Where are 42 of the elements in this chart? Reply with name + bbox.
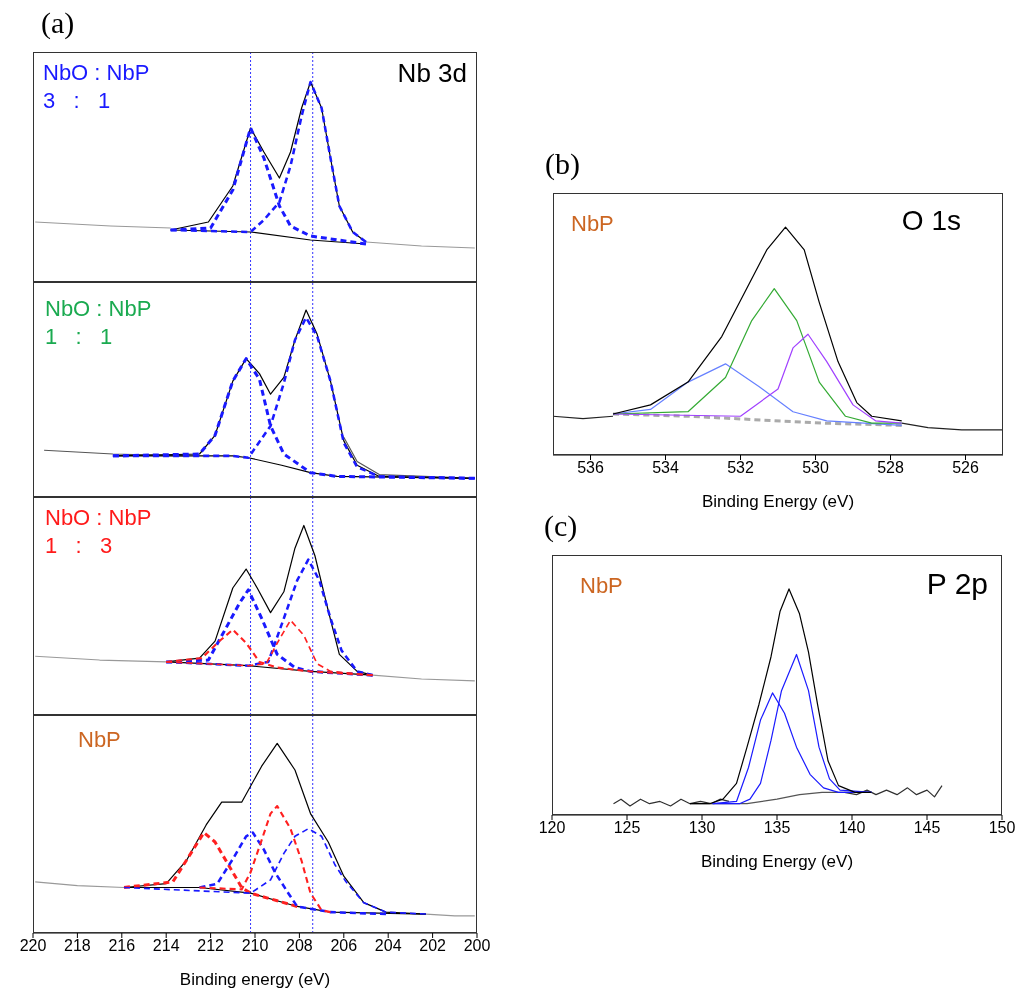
x-tick-label: 530 (802, 459, 829, 477)
x-tick-label: 218 (64, 937, 91, 955)
x-tick-label: 528 (877, 459, 904, 477)
x-tick-label: 214 (152, 937, 180, 955)
annotation: NbP (78, 727, 121, 753)
annotation: 1 : 1 (45, 324, 113, 350)
x-tick-label: 526 (952, 459, 979, 477)
annotation: 1 : 3 (45, 533, 113, 559)
annotation: NbP (571, 211, 614, 237)
x-tick-label: 202 (419, 937, 447, 955)
x-axis-title: Binding Energy (eV) (700, 852, 854, 871)
x-tick-label: 150 (988, 819, 1016, 837)
x-tick-label: 210 (241, 937, 269, 955)
chart-title: (c) (544, 509, 578, 543)
annotation: NbP (580, 573, 623, 599)
x-tick-label: 204 (374, 937, 402, 955)
x-tick-label: 208 (286, 937, 313, 955)
x-tick-label: 534 (652, 459, 679, 477)
x-tick-label: 220 (19, 937, 47, 955)
x-tick-label: 536 (577, 459, 604, 477)
x-tick-label: 216 (108, 937, 136, 955)
x-tick-label: 125 (613, 819, 641, 837)
x-tick-label: 200 (463, 937, 491, 955)
x-tick-label: 212 (197, 937, 225, 955)
annotation: NbO : NbP (45, 296, 152, 322)
x-tick-label: 135 (763, 819, 791, 837)
chart-title: (a) (41, 6, 75, 40)
x-axis-title: Binding Energy (eV) (701, 492, 855, 511)
annotation: Nb 3d (397, 58, 467, 89)
x-axis-title: Binding energy (eV) (179, 970, 331, 989)
annotation: P 2p (926, 567, 988, 601)
x-tick-label: 532 (727, 459, 754, 477)
annotation: O 1s (901, 205, 961, 237)
chart-title: (b) (545, 147, 580, 181)
x-tick-label: 145 (913, 819, 941, 837)
annotation: 3 : 1 (43, 88, 111, 114)
x-tick-label: 120 (538, 819, 566, 837)
annotation: NbO : NbP (45, 505, 152, 531)
x-tick-label: 130 (688, 819, 716, 837)
x-tick-label: 140 (838, 819, 866, 837)
x-tick-label: 206 (330, 937, 358, 955)
annotation: NbO : NbP (43, 60, 150, 86)
